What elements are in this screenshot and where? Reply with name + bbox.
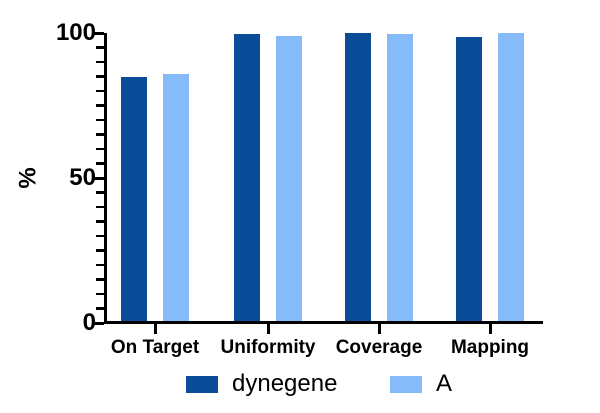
y-minor-tick-40 (96, 205, 104, 209)
x-tick-on-target (153, 324, 157, 334)
bar-on-target-dynegene (121, 76, 147, 323)
legend-label-dynegene: dynegene (232, 370, 338, 397)
bar-mapping-a (498, 33, 524, 323)
bar-coverage-a (387, 33, 413, 323)
bar-coverage-dynegene (345, 33, 371, 323)
y-minor-tick-60 (96, 147, 104, 151)
legend-swatch-a (390, 376, 422, 393)
y-minor-tick-95 (96, 46, 104, 49)
y-tick-label-0: 0 (82, 309, 96, 336)
y-minor-tick-25 (96, 249, 104, 252)
legend-label-a: A (436, 370, 453, 397)
y-axis-line (104, 33, 107, 324)
bar-on-target-a (163, 73, 189, 323)
y-minor-tick-70 (96, 118, 104, 122)
x-category-label-coverage: Coverage (335, 337, 423, 358)
legend-swatch-dynegene (186, 376, 218, 393)
y-tick-label-100: 100 (55, 19, 96, 46)
y-minor-tick-90 (96, 60, 104, 64)
y-minor-tick-30 (96, 234, 104, 238)
y-minor-tick-65 (96, 133, 104, 136)
y-minor-tick-10 (96, 292, 104, 296)
y-minor-tick-35 (96, 220, 104, 223)
y-minor-tick-5 (96, 307, 104, 310)
y-minor-tick-55 (96, 162, 104, 165)
legend: dynegene A (0, 370, 600, 402)
bar-uniformity-a (276, 35, 302, 323)
x-tick-coverage (377, 324, 381, 334)
y-minor-tick-20 (96, 263, 104, 267)
y-minor-tick-15 (96, 278, 104, 281)
y-minor-tick-80 (96, 89, 104, 93)
y-major-tick-100 (93, 31, 104, 35)
y-major-tick-0 (93, 321, 104, 325)
y-major-tick-50 (93, 176, 104, 180)
x-axis-line (104, 321, 543, 325)
x-category-label-on-target: On Target (110, 337, 200, 358)
y-minor-tick-75 (96, 104, 104, 107)
y-tick-label-50: 50 (69, 164, 96, 191)
x-tick-mapping (488, 324, 492, 334)
x-category-label-mapping: Mapping (450, 337, 530, 358)
bar-uniformity-dynegene (234, 34, 260, 323)
y-minor-tick-85 (96, 75, 104, 78)
x-category-label-uniformity: Uniformity (220, 337, 316, 358)
bar-mapping-dynegene (456, 37, 482, 323)
y-minor-tick-45 (96, 191, 104, 194)
x-tick-uniformity (266, 324, 270, 334)
